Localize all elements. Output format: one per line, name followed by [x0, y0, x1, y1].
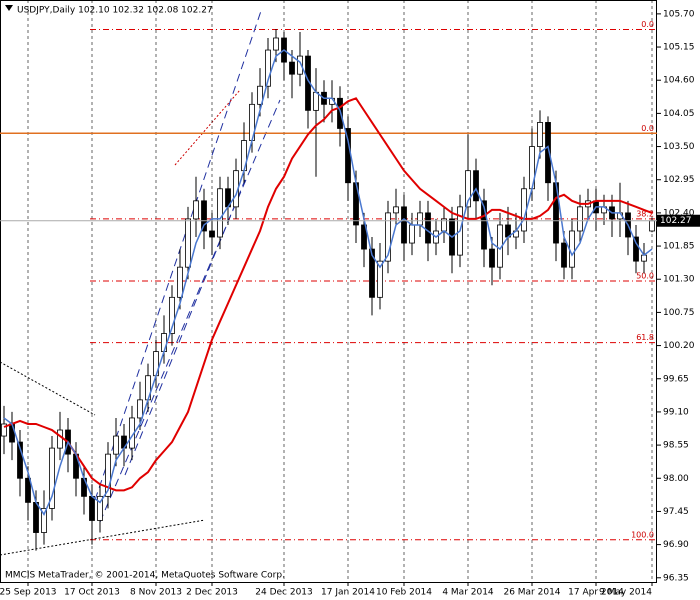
y-tick-label: 101.30	[663, 275, 695, 285]
candle-body	[297, 55, 303, 75]
candle-body	[105, 453, 111, 497]
candle-body	[401, 206, 407, 244]
candle-body	[409, 224, 415, 244]
candle-body	[369, 248, 375, 298]
candle-body	[377, 260, 383, 298]
fib-label: 50.0	[636, 272, 654, 281]
x-tick-label: 10 Feb 2014	[376, 588, 432, 598]
price-box	[657, 214, 700, 227]
triangle-line	[0, 519, 206, 556]
candle-body	[25, 477, 31, 503]
fib-trend	[174, 89, 241, 166]
candle-body	[633, 236, 639, 262]
y-tick-label: 101.85	[663, 242, 695, 252]
candle-body	[41, 508, 47, 533]
candle-body	[569, 230, 575, 268]
level-label: 0.0	[641, 124, 654, 133]
x-tick-label: 17 Jan 2014	[321, 588, 375, 598]
trend-lines	[0, 7, 281, 556]
y-tick-label: 102.40	[663, 208, 695, 218]
y-tick-label: 96.35	[663, 573, 689, 583]
candle-body	[33, 501, 39, 533]
candle-body	[185, 218, 191, 268]
fib-label: 61.8	[636, 333, 654, 342]
candle-body	[489, 248, 495, 268]
candle-body	[169, 296, 175, 334]
y-tick-label: 98.00	[663, 474, 689, 484]
x-tick-label: 17 Oct 2013	[64, 588, 120, 598]
fib-label: 100.0	[631, 530, 654, 539]
candle-body	[193, 200, 199, 220]
candle-body	[473, 170, 479, 202]
channel-line	[124, 179, 246, 476]
candle-body	[393, 206, 399, 214]
candle-body	[257, 85, 263, 105]
x-tick-label: 4 Mar 2014	[442, 588, 494, 598]
candle-body	[577, 206, 583, 232]
y-tick-label: 98.55	[663, 441, 689, 451]
candle-body	[9, 423, 15, 443]
candle-body	[177, 266, 183, 298]
x-tick-label: 8 Nov 2013	[130, 588, 182, 598]
x-tick-label: 25 Sep 2013	[0, 588, 57, 598]
candle-body	[161, 333, 167, 353]
candle-body	[337, 97, 343, 129]
fib-label: 38.2	[636, 209, 654, 218]
y-tick-label: 103.50	[663, 142, 695, 152]
copyright: MMCIS MetaTrader, © 2001-2014, MetaQuote…	[5, 571, 285, 581]
candle-body	[97, 495, 103, 521]
x-tick-label: 24 Dec 2013	[255, 588, 313, 598]
candle-body	[57, 429, 63, 449]
channel-line	[94, 7, 263, 501]
candle-body	[209, 230, 215, 238]
y-tick-label: 102.95	[663, 175, 695, 185]
x-tick-label: 26 Mar 2014	[503, 588, 560, 598]
x-tick-label: 17 Apr 2014	[568, 588, 624, 598]
candle-body	[137, 399, 143, 419]
candle-body	[385, 212, 391, 262]
candle-body	[361, 224, 367, 250]
candle-body	[217, 188, 223, 238]
y-tick-label: 100.20	[663, 341, 695, 351]
y-tick-label: 104.05	[663, 109, 695, 119]
candle-body	[465, 170, 471, 208]
y-tick-label: 96.90	[663, 540, 689, 550]
candle-body	[17, 441, 23, 479]
candle-body	[89, 495, 95, 521]
candle-body	[481, 200, 487, 250]
x-tick-label: 2 Dec 2013	[186, 588, 238, 598]
y-tick-label: 100.75	[663, 308, 695, 318]
y-tick-label: 105.70	[663, 9, 695, 19]
fib-label: 0.0	[641, 20, 654, 29]
candle-body	[273, 37, 279, 51]
candle-body	[201, 200, 207, 232]
candle-body	[649, 220, 655, 232]
symbol-icon	[5, 5, 13, 11]
channel-line	[99, 99, 281, 523]
candle-body	[537, 122, 543, 147]
x-tick-label: 9 May 2014	[599, 588, 652, 598]
chart-title: USDJPY,Daily 102.10 102.32 102.08 102.27	[17, 6, 213, 16]
candle-body	[417, 212, 423, 226]
y-tick-label: 97.45	[663, 507, 689, 517]
y-tick-label: 99.10	[663, 407, 689, 417]
candle-body	[113, 435, 119, 455]
plot-frame	[0, 0, 657, 583]
y-tick-label: 105.15	[663, 43, 695, 53]
moving-average	[3, 49, 653, 517]
candle-body	[265, 49, 271, 87]
candle-body	[561, 242, 567, 268]
candle-body	[289, 61, 295, 75]
y-tick-label: 104.60	[663, 76, 695, 86]
candle-body	[425, 212, 431, 244]
candle-body	[545, 122, 551, 184]
moving-average	[3, 97, 653, 492]
price-label: 102.27	[660, 216, 692, 226]
candle-body	[49, 447, 55, 509]
candle-body	[313, 91, 319, 111]
candle-body	[1, 423, 7, 437]
y-tick-label: 99.65	[663, 374, 689, 384]
